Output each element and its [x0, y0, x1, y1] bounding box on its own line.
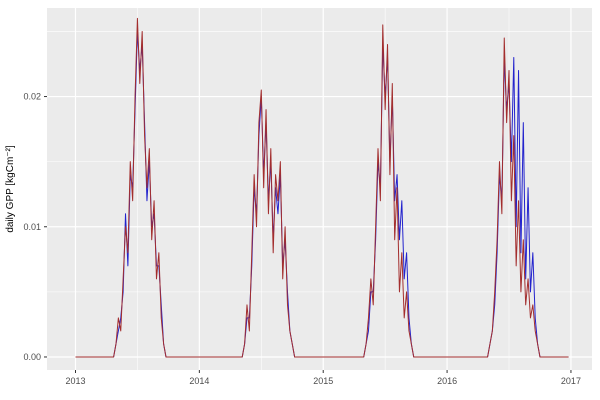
plot-panel — [47, 8, 592, 370]
y-tick-label: 0.01 — [23, 222, 41, 232]
line-series-red — [75, 17, 569, 358]
axes: 2013 2014 2015 2016 2017 0.00 0.01 0.02 — [23, 92, 580, 386]
x-tick-label: 2014 — [189, 376, 209, 386]
x-tick-label: 2017 — [561, 376, 581, 386]
panel-background — [47, 8, 592, 370]
x-tick-label: 2013 — [65, 376, 85, 386]
x-tick-label: 2016 — [437, 376, 457, 386]
y-tick-label: 0.02 — [23, 92, 41, 102]
y-tick-label: 0.00 — [23, 352, 41, 362]
x-tick-label: 2015 — [313, 376, 333, 386]
series-lines — [75, 17, 569, 358]
y-axis-title: daily GPP [kgCm⁻²] — [5, 145, 16, 233]
